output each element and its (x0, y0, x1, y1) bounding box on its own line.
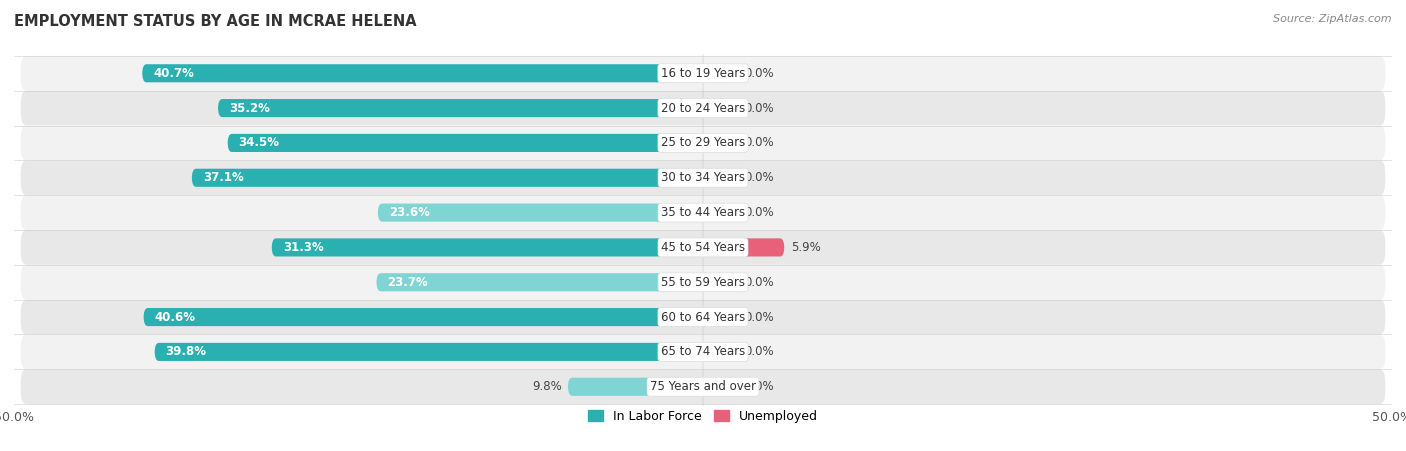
Text: 55 to 59 Years: 55 to 59 Years (661, 276, 745, 289)
Text: 23.6%: 23.6% (389, 206, 430, 219)
Text: 40.6%: 40.6% (155, 311, 195, 323)
Text: 20 to 24 Years: 20 to 24 Years (661, 101, 745, 115)
Text: 0.0%: 0.0% (744, 206, 773, 219)
FancyBboxPatch shape (21, 195, 1385, 230)
Text: 37.1%: 37.1% (202, 171, 243, 184)
Text: 40.7%: 40.7% (153, 67, 194, 80)
Text: Source: ZipAtlas.com: Source: ZipAtlas.com (1274, 14, 1392, 23)
FancyBboxPatch shape (191, 169, 703, 187)
FancyBboxPatch shape (703, 169, 738, 187)
FancyBboxPatch shape (21, 56, 1385, 91)
Text: 34.5%: 34.5% (239, 137, 280, 149)
FancyBboxPatch shape (703, 99, 738, 117)
FancyBboxPatch shape (143, 308, 703, 326)
Text: 5.9%: 5.9% (792, 241, 821, 254)
Text: 0.0%: 0.0% (744, 276, 773, 289)
FancyBboxPatch shape (21, 299, 1385, 335)
FancyBboxPatch shape (377, 273, 703, 291)
FancyBboxPatch shape (568, 377, 703, 396)
Text: 45 to 54 Years: 45 to 54 Years (661, 241, 745, 254)
FancyBboxPatch shape (271, 239, 703, 257)
FancyBboxPatch shape (21, 335, 1385, 369)
FancyBboxPatch shape (703, 64, 738, 83)
Text: 0.0%: 0.0% (744, 67, 773, 80)
FancyBboxPatch shape (703, 343, 738, 361)
FancyBboxPatch shape (703, 377, 738, 396)
Text: 35.2%: 35.2% (229, 101, 270, 115)
Text: 31.3%: 31.3% (283, 241, 323, 254)
Text: 0.0%: 0.0% (744, 171, 773, 184)
Legend: In Labor Force, Unemployed: In Labor Force, Unemployed (583, 405, 823, 428)
FancyBboxPatch shape (155, 343, 703, 361)
Text: 25 to 29 Years: 25 to 29 Years (661, 137, 745, 149)
Text: 0.0%: 0.0% (744, 380, 773, 393)
Text: 75 Years and over: 75 Years and over (650, 380, 756, 393)
FancyBboxPatch shape (378, 203, 703, 221)
Text: 0.0%: 0.0% (744, 345, 773, 359)
Text: 0.0%: 0.0% (744, 101, 773, 115)
Text: 9.8%: 9.8% (533, 380, 562, 393)
Text: 0.0%: 0.0% (744, 311, 773, 323)
FancyBboxPatch shape (21, 369, 1385, 404)
FancyBboxPatch shape (703, 273, 738, 291)
FancyBboxPatch shape (703, 134, 738, 152)
FancyBboxPatch shape (142, 64, 703, 83)
FancyBboxPatch shape (228, 134, 703, 152)
FancyBboxPatch shape (703, 239, 785, 257)
Text: 39.8%: 39.8% (166, 345, 207, 359)
Text: 0.0%: 0.0% (744, 137, 773, 149)
Text: 30 to 34 Years: 30 to 34 Years (661, 171, 745, 184)
FancyBboxPatch shape (703, 203, 738, 221)
Text: 65 to 74 Years: 65 to 74 Years (661, 345, 745, 359)
FancyBboxPatch shape (703, 308, 738, 326)
FancyBboxPatch shape (21, 161, 1385, 195)
FancyBboxPatch shape (21, 230, 1385, 265)
FancyBboxPatch shape (218, 99, 703, 117)
FancyBboxPatch shape (21, 91, 1385, 125)
Text: 16 to 19 Years: 16 to 19 Years (661, 67, 745, 80)
Text: 23.7%: 23.7% (388, 276, 429, 289)
Text: 60 to 64 Years: 60 to 64 Years (661, 311, 745, 323)
FancyBboxPatch shape (21, 265, 1385, 299)
FancyBboxPatch shape (21, 125, 1385, 161)
Text: EMPLOYMENT STATUS BY AGE IN MCRAE HELENA: EMPLOYMENT STATUS BY AGE IN MCRAE HELENA (14, 14, 416, 28)
Text: 35 to 44 Years: 35 to 44 Years (661, 206, 745, 219)
